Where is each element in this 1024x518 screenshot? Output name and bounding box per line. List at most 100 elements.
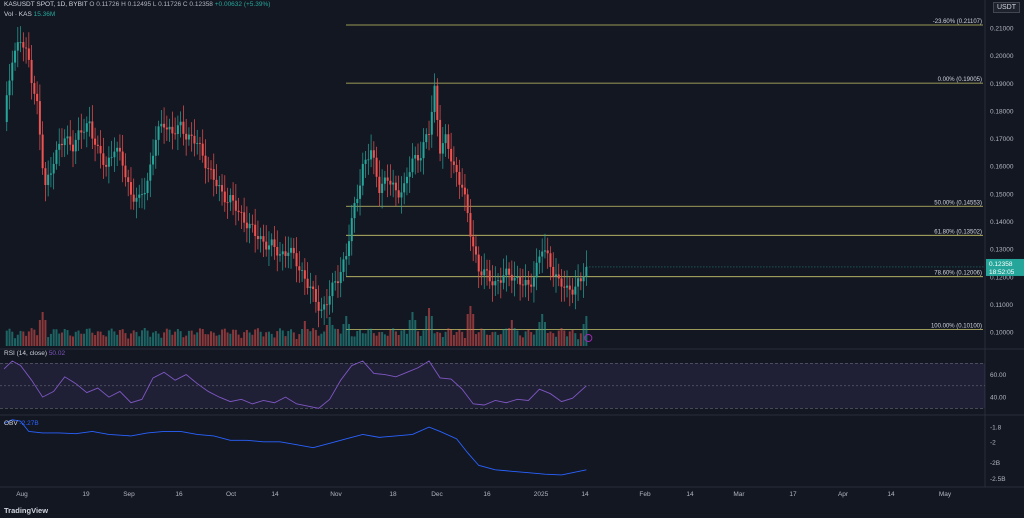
volume-bar	[425, 316, 428, 346]
candle-body	[55, 149, 58, 164]
candle-body	[80, 130, 83, 133]
volume-legend[interactable]: Vol · KAS 15.36M	[4, 11, 55, 19]
candle-body	[8, 80, 11, 96]
candle-body	[568, 285, 571, 290]
candle-body	[370, 150, 373, 160]
candle-body	[91, 121, 94, 139]
candle-body	[430, 111, 433, 135]
volume-bar	[127, 338, 130, 346]
volume-bar	[513, 328, 516, 346]
price-tick-label: 0.14000	[990, 219, 1014, 226]
currency-selector[interactable]: USDT	[992, 2, 1020, 13]
volume-bar	[339, 333, 342, 346]
change-value: +0.00632 (+5.39%)	[214, 1, 271, 8]
volume-bar	[187, 330, 190, 346]
volume-bar	[157, 333, 160, 346]
volume-bar	[397, 335, 400, 346]
volume-bar	[400, 330, 403, 346]
candle-body	[458, 171, 461, 185]
close-value: C 0.12358	[182, 1, 213, 8]
candle-body	[400, 192, 403, 198]
candle-body	[132, 194, 135, 202]
obv-value: -2.27B	[19, 420, 39, 427]
candle-body	[270, 239, 273, 246]
volume-bar	[273, 337, 276, 346]
candle-body	[516, 277, 519, 279]
alert-icon	[584, 334, 593, 342]
candle-body	[19, 42, 22, 43]
candle-body	[94, 138, 97, 145]
volume-bar	[193, 334, 196, 346]
rsi-line	[3, 360, 587, 409]
volume-bar	[152, 332, 155, 346]
volume-bar	[422, 330, 425, 346]
candle-body	[251, 223, 254, 225]
time-tick-label: 14	[581, 491, 589, 498]
price-tick-label: 0.11000	[990, 302, 1013, 309]
volume-bar	[306, 329, 309, 346]
volume-bar	[33, 329, 36, 346]
volume-bar	[499, 334, 502, 346]
candle-body	[163, 123, 166, 128]
countdown-label: 18:52:05	[989, 269, 1015, 276]
volume-label: Vol · KAS	[4, 11, 32, 18]
candle-body	[486, 269, 488, 271]
volume-bar	[212, 332, 215, 346]
candle-body	[546, 250, 549, 254]
candle-body	[450, 148, 453, 162]
rsi-legend[interactable]: RSI (14, close) 50.02	[4, 350, 65, 358]
candle-body	[461, 184, 464, 188]
candle-body	[121, 151, 124, 166]
price-tick-label: 0.20000	[990, 53, 1014, 60]
volume-bar	[215, 335, 218, 346]
obv-legend[interactable]: OBV -2.27B	[4, 420, 39, 428]
time-tick-label: 16	[175, 491, 183, 498]
candle-body	[198, 143, 201, 144]
volume-bar	[218, 334, 221, 346]
candle-body	[36, 93, 39, 102]
rsi-tick-label: 40.00	[990, 395, 1007, 402]
candle-body	[14, 50, 17, 63]
volume-bar	[72, 336, 74, 346]
volume-bar	[118, 330, 121, 346]
time-tick-label: Mar	[733, 491, 745, 498]
candle-body	[543, 250, 546, 252]
volume-bar	[458, 329, 461, 346]
time-tick-label: 14	[887, 491, 895, 498]
candle-body	[176, 125, 179, 134]
volume-bar	[348, 324, 350, 346]
time-tick-label: Apr	[838, 491, 849, 498]
candle-body	[58, 143, 61, 150]
candle-body	[394, 182, 397, 191]
obv-tick-label: -2B	[990, 460, 1000, 467]
candle-body	[361, 163, 364, 186]
candle-body	[405, 176, 408, 184]
volume-bar	[83, 333, 86, 346]
volume-bar	[124, 333, 127, 346]
volume-bar	[563, 330, 566, 346]
volume-bar	[491, 332, 494, 346]
candle-body	[530, 284, 533, 287]
volume-bar	[555, 336, 557, 346]
volume-bar	[428, 308, 431, 346]
candle-body	[204, 155, 207, 169]
volume-bar	[96, 331, 99, 346]
symbol-legend[interactable]: KASUSDT SPOT, 1D, BYBIT O 0.11726 H 0.12…	[4, 1, 270, 9]
candle-body	[309, 286, 312, 289]
candle-body	[116, 147, 119, 152]
open-value: O 0.11726	[89, 1, 120, 8]
candle-body	[331, 282, 334, 297]
time-tick-label: 2025	[534, 491, 549, 498]
volume-bar	[419, 335, 422, 346]
volume-bar	[171, 334, 174, 346]
candle-body	[411, 158, 414, 173]
fib-level-label: 0.00% (0.19005)	[938, 77, 982, 83]
volume-bar	[281, 330, 284, 346]
candle-body	[325, 304, 328, 306]
volume-bar	[521, 337, 524, 346]
volume-bar	[105, 336, 108, 346]
volume-bar	[336, 329, 339, 346]
candle-body	[378, 176, 381, 193]
price-tick-label: 0.16000	[990, 164, 1014, 171]
